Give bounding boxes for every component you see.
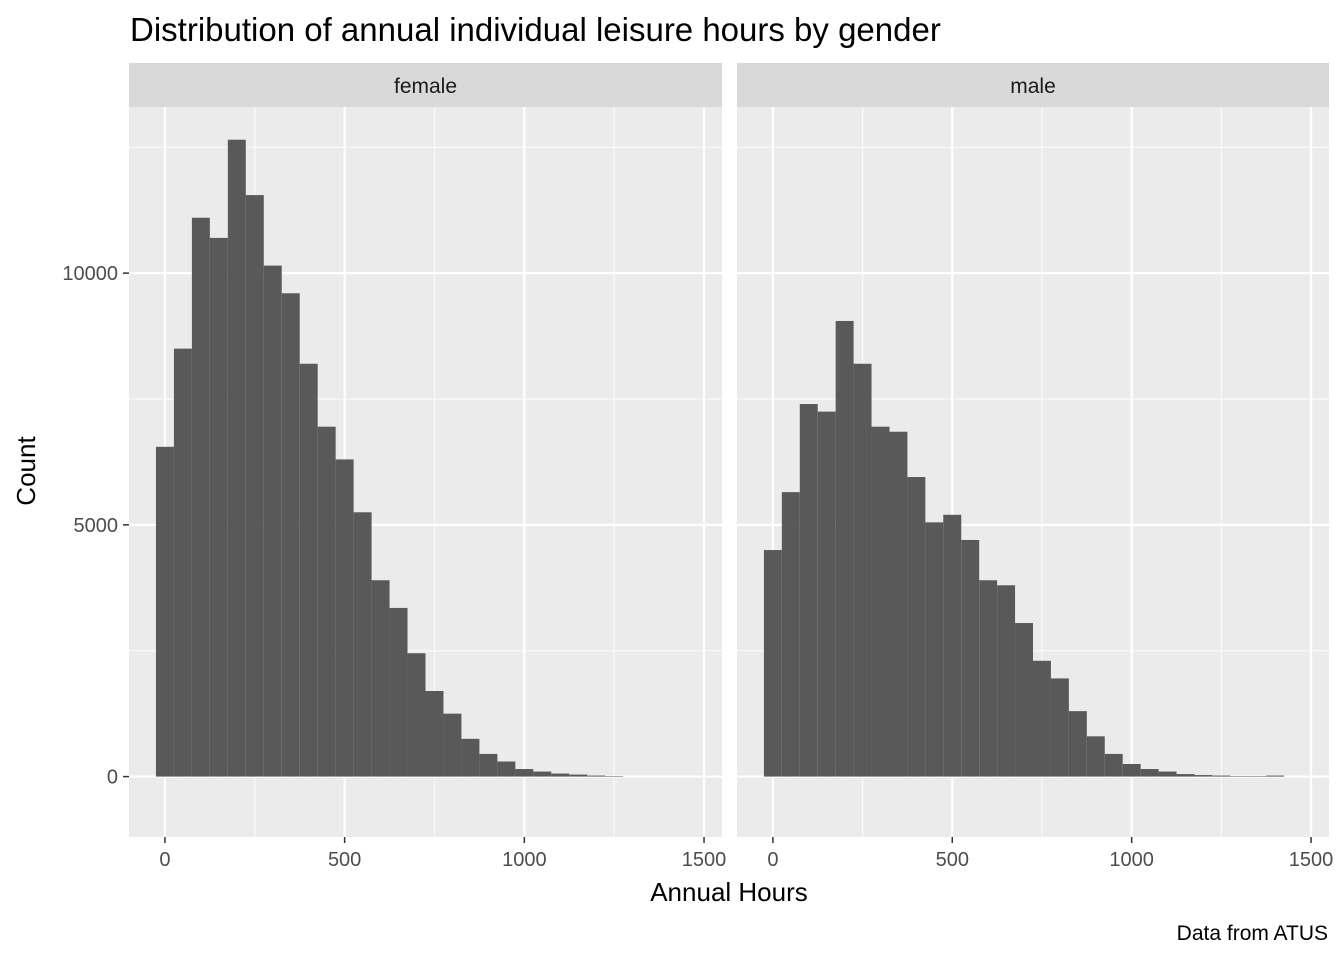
x-tick-label: 500	[936, 849, 969, 871]
histogram-bar	[605, 776, 624, 777]
facet-strip-label: female	[394, 75, 457, 98]
facet-panel-male: male 0 500 1000 1500	[737, 63, 1333, 871]
histogram-bar	[389, 607, 408, 777]
histogram-bar	[763, 550, 782, 777]
histogram-bar	[533, 771, 552, 777]
x-tick-label: 1500	[1289, 849, 1334, 871]
y-tick-label: 5000	[74, 515, 119, 537]
histogram-bar	[209, 237, 228, 777]
histogram-bar	[817, 411, 836, 777]
histogram-bar	[1104, 753, 1123, 777]
x-axis-title: Annual Hours	[650, 877, 808, 907]
facet-strip	[737, 63, 1329, 107]
histogram-bar	[443, 713, 462, 777]
histogram-bar	[155, 446, 174, 777]
histogram-bar	[497, 761, 516, 777]
histogram-bar	[1212, 775, 1231, 777]
histogram-bar	[979, 580, 998, 777]
histogram-bar	[281, 293, 300, 777]
histogram-bar	[997, 585, 1016, 777]
histogram-bar	[425, 691, 444, 777]
x-tick-label: 1500	[682, 849, 727, 871]
x-tick-label: 0	[159, 849, 170, 871]
histogram-bar	[299, 363, 318, 777]
histogram-bar	[317, 426, 336, 777]
histogram-bar	[1194, 775, 1213, 777]
histogram-bar	[1140, 769, 1159, 777]
facet-panels: female 0 500 1000 1500 male 0 500 1000 1500	[129, 63, 1333, 871]
x-tick-label: 500	[328, 849, 361, 871]
chart-title: Distribution of annual individual leisur…	[130, 11, 941, 48]
histogram-bar	[1050, 678, 1069, 777]
histogram-bar	[853, 363, 872, 777]
x-tick-label: 1000	[502, 849, 547, 871]
histogram-bar	[889, 431, 908, 777]
x-tick-label: 1000	[1109, 849, 1154, 871]
histogram-bar	[943, 514, 962, 777]
histogram-bar	[191, 217, 210, 777]
histogram-bar	[1033, 660, 1051, 777]
histogram-bar	[1015, 623, 1033, 777]
histogram-bar	[907, 477, 926, 777]
histogram-bar	[1248, 776, 1267, 777]
histogram-bar	[407, 653, 426, 777]
histogram-bar	[479, 753, 498, 777]
histogram-bar	[1266, 775, 1285, 777]
histogram-bar	[551, 773, 570, 777]
histogram-bar	[1068, 711, 1087, 777]
histogram-bar	[871, 426, 890, 777]
histogram-bar	[1158, 771, 1177, 777]
y-tick-label: 10000	[62, 263, 118, 285]
facet-strip-label: male	[1010, 75, 1056, 98]
histogram-bar	[961, 539, 980, 777]
histogram-bar	[371, 580, 390, 777]
histogram-bar	[1122, 764, 1141, 777]
histogram-bar	[1230, 776, 1249, 777]
histogram-bar	[587, 775, 606, 777]
histogram-bar	[799, 404, 818, 777]
histogram-bar	[335, 459, 354, 777]
y-axis: 0 5000 10000	[62, 263, 129, 789]
histogram-bar	[925, 522, 944, 777]
y-axis-title: Count	[11, 436, 41, 506]
histogram-bar	[1086, 736, 1105, 777]
histogram-bar	[1176, 774, 1195, 777]
caption: Data from ATUS	[1177, 922, 1328, 945]
x-tick-label: 0	[767, 849, 778, 871]
facet-panel-female: female 0 500 1000 1500	[129, 63, 726, 871]
histogram-bar	[515, 769, 534, 777]
histogram-bar	[461, 738, 480, 777]
histogram-bar	[353, 512, 372, 777]
facet-strip	[129, 63, 722, 107]
histogram-bar	[245, 195, 264, 777]
histogram-bar	[227, 139, 246, 777]
y-tick-label: 0	[107, 767, 118, 789]
histogram-bar	[835, 320, 854, 777]
histogram-bar	[263, 265, 282, 777]
histogram-bar	[569, 774, 588, 777]
histogram-bar	[173, 348, 192, 777]
histogram-bar	[781, 492, 800, 777]
